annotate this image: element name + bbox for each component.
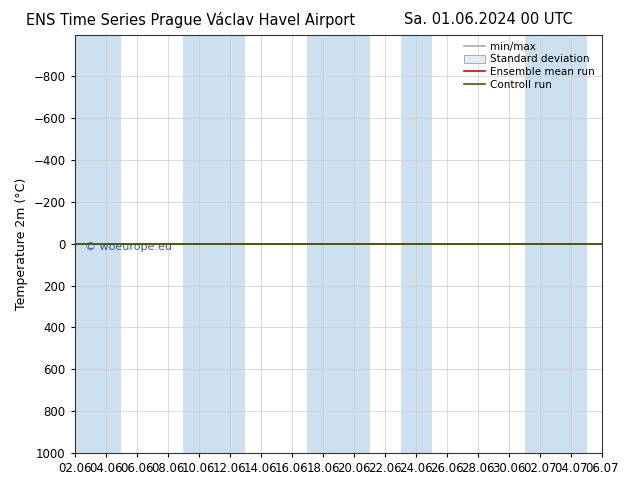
Legend: min/max, Standard deviation, Ensemble mean run, Controll run: min/max, Standard deviation, Ensemble me…	[462, 40, 597, 92]
Bar	[307, 35, 370, 453]
Y-axis label: Temperature 2m (°C): Temperature 2m (°C)	[15, 178, 28, 310]
Bar	[183, 35, 245, 453]
Text: © woeurope.eu: © woeurope.eu	[85, 242, 172, 252]
Bar	[75, 35, 121, 453]
Bar	[401, 35, 432, 453]
Text: ENS Time Series Prague Václav Havel Airport: ENS Time Series Prague Václav Havel Airp…	[25, 12, 355, 28]
Text: Sa. 01.06.2024 00 UTC: Sa. 01.06.2024 00 UTC	[404, 12, 573, 27]
Bar	[525, 35, 586, 453]
